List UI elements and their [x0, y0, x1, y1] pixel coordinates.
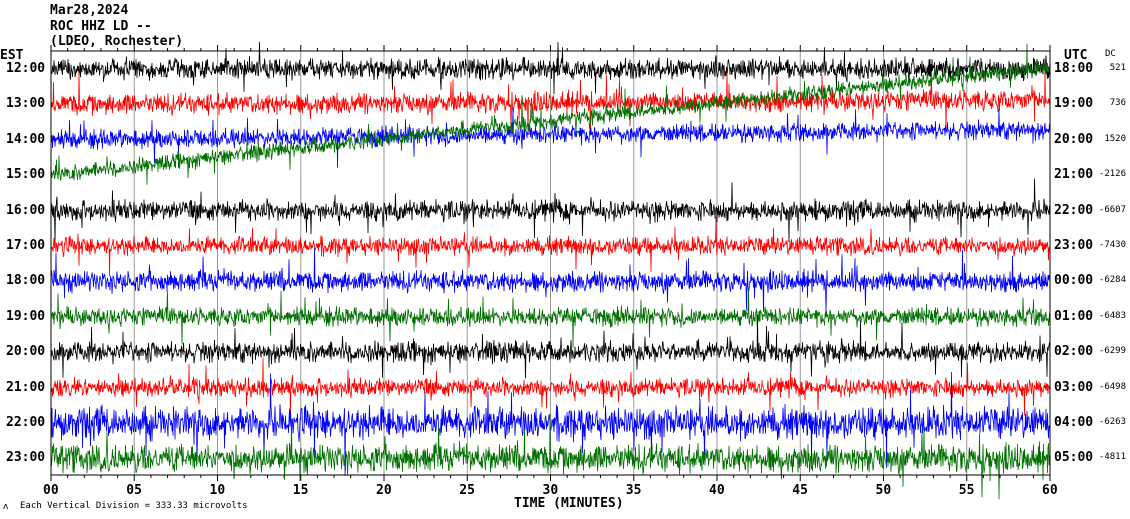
- utc-label: 04:00: [1054, 415, 1094, 430]
- dc-value: -6299: [1098, 346, 1126, 357]
- est-label: 21:00: [6, 379, 46, 395]
- utc-label: 02:00: [1054, 344, 1094, 360]
- utc-label: 21:00: [1054, 167, 1094, 183]
- dc-value: -2126: [1098, 169, 1126, 180]
- dc-value: -6607: [1098, 204, 1126, 215]
- trace-row-1800: [50, 248, 1051, 314]
- scale-note: Each Vertical Division = 333.33 microvol…: [20, 501, 248, 511]
- network-label: (LDEO, Rochester): [50, 34, 184, 49]
- utc-label: 18:00: [1054, 61, 1094, 76]
- dc-value: -7430: [1098, 240, 1126, 250]
- utc-label: 20:00: [1054, 131, 1094, 147]
- dc-value: 521: [1109, 63, 1126, 73]
- dc-value: 1520: [1104, 133, 1126, 144]
- utc-label: 05:00: [1054, 450, 1094, 466]
- trace-row-1400: [50, 107, 1050, 168]
- est-label: 23:00: [6, 450, 46, 466]
- x-axis-title: TIME (MINUTES): [514, 496, 624, 511]
- x-tick-label: 25: [459, 483, 475, 498]
- utc-label: 19:00: [1054, 96, 1094, 112]
- x-tick-label: 05: [126, 483, 142, 498]
- trace-row-1600: [50, 178, 1051, 244]
- utc-label: 00:00: [1054, 273, 1094, 289]
- x-tick-label: 40: [709, 483, 725, 498]
- trace-row-2300: [50, 413, 1051, 500]
- x-tick-label: 20: [376, 483, 392, 498]
- dc-value: -6284: [1098, 275, 1126, 286]
- dc-value: 736: [1109, 98, 1126, 109]
- logo-mark: ʌ: [3, 502, 9, 512]
- x-tick-label: 35: [625, 483, 642, 498]
- trace-row-1900: [50, 289, 1051, 348]
- x-tick-label: 55: [958, 483, 975, 498]
- dc-title: DC: [1105, 49, 1116, 59]
- dc-value: -6498: [1098, 381, 1126, 392]
- est-label: 22:00: [6, 415, 46, 430]
- est-label: 18:00: [6, 273, 46, 289]
- dc-value: -6483: [1098, 310, 1126, 321]
- trace-row-1300: [50, 70, 1051, 134]
- x-tick-label: 50: [875, 483, 892, 498]
- utc-label: 22:00: [1054, 202, 1094, 218]
- est-label: 16:00: [6, 202, 46, 218]
- utc-axis-title: UTC: [1064, 48, 1088, 63]
- utc-label: 23:00: [1054, 238, 1094, 253]
- est-label: 19:00: [6, 308, 46, 324]
- trace-row-2100: [50, 357, 1051, 417]
- trace-row-1200: [50, 41, 1051, 95]
- trace-row-1500: [50, 43, 1051, 185]
- dc-value: -6263: [1098, 417, 1126, 427]
- trace-row-1700: [50, 216, 1051, 277]
- est-label: 17:00: [6, 238, 46, 253]
- est-label: 15:00: [6, 167, 46, 183]
- date-label: Mar28,2024: [50, 3, 129, 18]
- est-axis-title: EST: [0, 48, 24, 63]
- x-tick-label: 00: [43, 483, 59, 498]
- x-tick-label: 45: [792, 483, 808, 498]
- est-label: 14:00: [6, 131, 46, 147]
- x-tick-label: 15: [292, 483, 309, 498]
- x-tick-label: 30: [542, 483, 559, 498]
- plot-frame: [50, 50, 1051, 476]
- est-label: 20:00: [6, 344, 46, 360]
- trace-row-2000: [50, 314, 1051, 379]
- est-label: 12:00: [6, 61, 46, 76]
- x-tick-label: 60: [1042, 483, 1058, 498]
- station-label: ROC HHZ LD --: [50, 19, 152, 34]
- dc-value: -4811: [1098, 452, 1126, 463]
- est-label: 13:00: [6, 96, 46, 112]
- utc-label: 01:00: [1054, 308, 1094, 324]
- x-tick-label: 10: [209, 483, 226, 498]
- utc-label: 03:00: [1054, 379, 1094, 395]
